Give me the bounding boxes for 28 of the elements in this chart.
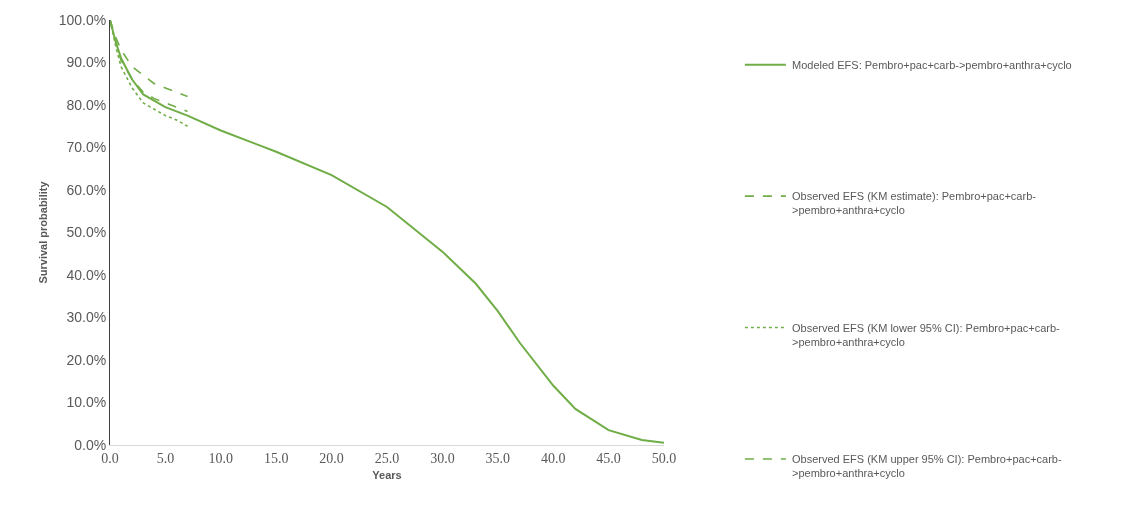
x-tick-label: 50.0 (651, 450, 677, 466)
x-tick-label: 15.0 (263, 450, 289, 466)
y-tick-label: 10.0% (66, 394, 107, 411)
y-tick-label: 30.0% (66, 309, 107, 326)
x-tick-label: 10.0 (208, 450, 234, 466)
y-tick-label: 70.0% (66, 139, 107, 156)
x-tick-label: 25.0 (374, 450, 400, 466)
x-tick-label: 35.0 (485, 450, 511, 466)
y-tick-label: 40.0% (66, 266, 107, 283)
legend-label: Observed EFS (KM estimate): Pembro+pac+carb->pembro+anthra+cyclo (792, 190, 1037, 217)
x-tick-label: 20.0 (319, 450, 344, 466)
legend-label: Observed EFS (KM lower 95% CI): Pembro+pac+carb->pembro+anthra+cyclo (792, 322, 1061, 349)
y-axis-title: Survival probability (37, 180, 50, 284)
y-tick-label: 0.0% (74, 436, 107, 453)
y-tick-label: 50.0% (66, 224, 107, 241)
x-tick-label: 5.0 (156, 450, 175, 466)
y-tick-label: 20.0% (66, 351, 107, 368)
x-axis-title: Years (372, 469, 402, 481)
x-tick-label: 40.0 (540, 450, 566, 466)
y-tick-label: 60.0% (66, 181, 107, 198)
x-tick-label: 45.0 (596, 450, 621, 466)
legend-label: Modeled EFS: Pembro+pac+carb->pembro+anthra+cyclo (792, 59, 1072, 71)
y-tick-label: 80.0% (66, 96, 107, 113)
legend-label: Observed EFS (KM upper 95% CI): Pembro+pac+carb->pembro+anthra+cyclo (792, 453, 1062, 480)
x-tick-label: 30.0 (430, 450, 455, 466)
y-tick-label: 100.0% (58, 11, 107, 28)
x-tick-label: 0.0 (101, 450, 119, 466)
y-tick-label: 90.0% (66, 54, 107, 71)
